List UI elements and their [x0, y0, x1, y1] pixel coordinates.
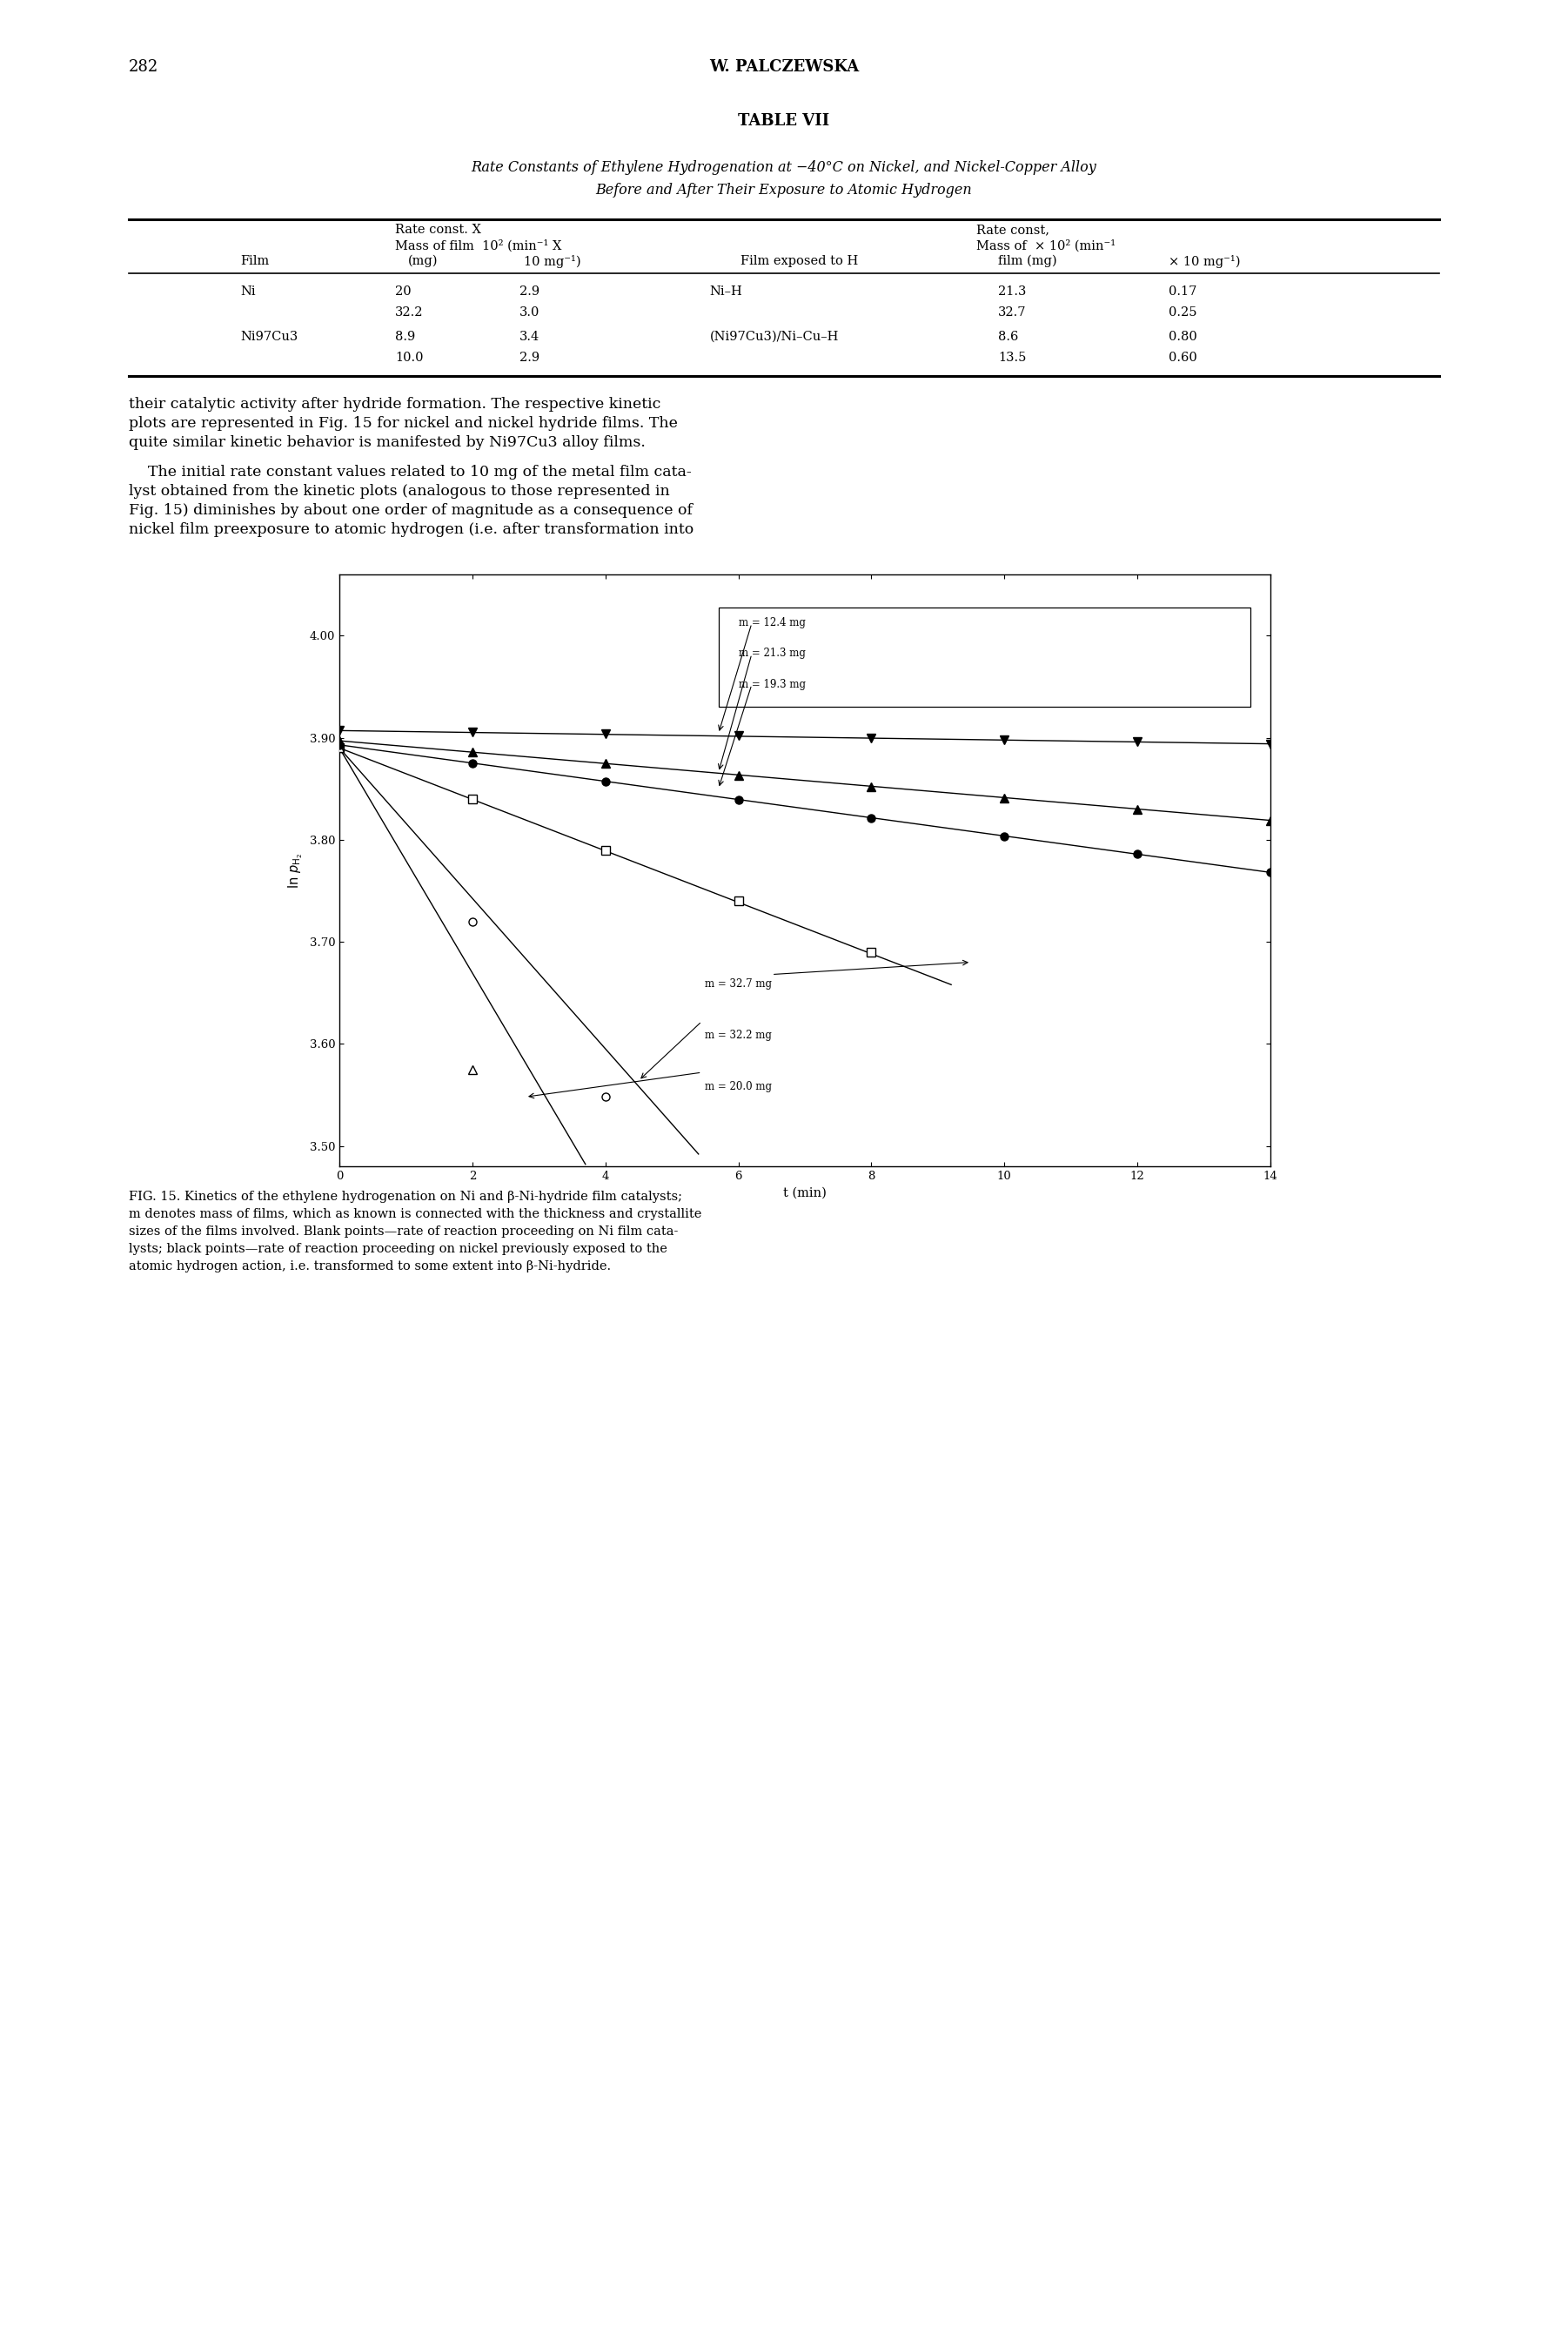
Text: Before and After Their Exposure to Atomic Hydrogen: Before and After Their Exposure to Atomi…	[596, 183, 972, 197]
Y-axis label: $\ln\,p_{\mathrm{H}_2}$: $\ln\,p_{\mathrm{H}_2}$	[287, 853, 304, 888]
Text: film (mg): film (mg)	[997, 256, 1057, 268]
Text: lyst obtained from the kinetic plots (analogous to those represented in: lyst obtained from the kinetic plots (an…	[129, 484, 670, 498]
Text: 0.25: 0.25	[1168, 306, 1196, 320]
Text: 32.2: 32.2	[395, 306, 423, 320]
Text: quite similar kinetic behavior is manifested by Ni97Cu3 alloy films.: quite similar kinetic behavior is manife…	[129, 435, 646, 449]
Text: m = 32.2 mg: m = 32.2 mg	[706, 1029, 771, 1041]
Text: plots are represented in Fig. 15 for nickel and nickel hydride films. The: plots are represented in Fig. 15 for nic…	[129, 416, 677, 430]
X-axis label: t (min): t (min)	[782, 1187, 826, 1198]
Text: m = 32.7 mg: m = 32.7 mg	[706, 978, 771, 989]
Text: Rate const,: Rate const,	[977, 223, 1049, 235]
Text: 3.0: 3.0	[519, 306, 539, 320]
Text: × 10 mg⁻¹): × 10 mg⁻¹)	[1168, 256, 1240, 268]
Text: m = 21.3 mg: m = 21.3 mg	[739, 649, 806, 660]
Text: Ni: Ni	[240, 284, 256, 298]
Text: (Ni97Cu3)/Ni–Cu–H: (Ni97Cu3)/Ni–Cu–H	[710, 331, 839, 343]
Text: 2.9: 2.9	[519, 284, 539, 298]
Text: 10 mg⁻¹): 10 mg⁻¹)	[524, 256, 582, 268]
Text: TABLE VII: TABLE VII	[739, 113, 829, 129]
Text: 0.60: 0.60	[1168, 352, 1196, 364]
Text: Fig. 15) diminishes by about one order of magnitude as a consequence of: Fig. 15) diminishes by about one order o…	[129, 503, 693, 517]
Text: their catalytic activity after hydride formation. The respective kinetic: their catalytic activity after hydride f…	[129, 397, 660, 411]
Text: Film exposed to H: Film exposed to H	[740, 256, 858, 268]
Text: The initial rate constant values related to 10 mg of the metal film cata-: The initial rate constant values related…	[129, 465, 691, 479]
Text: 32.7: 32.7	[997, 306, 1027, 320]
Text: 8.6: 8.6	[997, 331, 1018, 343]
Text: m = 20.0 mg: m = 20.0 mg	[706, 1081, 771, 1093]
Text: 2.9: 2.9	[519, 352, 539, 364]
Text: W. PALCZEWSKA: W. PALCZEWSKA	[709, 59, 859, 75]
Text: sizes of the films involved. Blank points—rate of reaction proceeding on Ni film: sizes of the films involved. Blank point…	[129, 1224, 679, 1238]
Text: lysts; black points—rate of reaction proceeding on nickel previously exposed to : lysts; black points—rate of reaction pro…	[129, 1243, 668, 1255]
Text: Rate Constants of Ethylene Hydrogenation at −40°C on Nickel, and Nickel-Copper A: Rate Constants of Ethylene Hydrogenation…	[472, 160, 1096, 174]
Text: 3.4: 3.4	[519, 331, 539, 343]
Text: 10.0: 10.0	[395, 352, 423, 364]
Text: (mg): (mg)	[408, 256, 439, 268]
Text: Ni97Cu3: Ni97Cu3	[240, 331, 298, 343]
Text: Film: Film	[240, 256, 270, 268]
Text: 21.3: 21.3	[997, 284, 1025, 298]
Text: Mass of  × 10² (min⁻¹: Mass of × 10² (min⁻¹	[977, 240, 1115, 251]
Text: m = 19.3 mg: m = 19.3 mg	[739, 679, 806, 691]
Text: 8.9: 8.9	[395, 331, 416, 343]
Text: 282: 282	[129, 59, 158, 75]
Text: 0.80: 0.80	[1168, 331, 1196, 343]
Text: Rate const. X: Rate const. X	[395, 223, 481, 235]
Text: FIG. 15. Kinetics of the ethylene hydrogenation on Ni and β-Ni-hydride film cata: FIG. 15. Kinetics of the ethylene hydrog…	[129, 1191, 682, 1203]
Text: 13.5: 13.5	[997, 352, 1025, 364]
Text: m = 12.4 mg: m = 12.4 mg	[739, 618, 806, 627]
Text: atomic hydrogen action, i.e. transformed to some extent into β-Ni-hydride.: atomic hydrogen action, i.e. transformed…	[129, 1260, 612, 1271]
Bar	[718, 606, 1250, 707]
Text: 0.17: 0.17	[1168, 284, 1196, 298]
Text: Mass of film  10² (min⁻¹ X: Mass of film 10² (min⁻¹ X	[395, 240, 561, 251]
Text: m denotes mass of films, which as known is connected with the thickness and crys: m denotes mass of films, which as known …	[129, 1208, 701, 1220]
Text: Ni–H: Ni–H	[710, 284, 743, 298]
Text: nickel film preexposure to atomic hydrogen (i.e. after transformation into: nickel film preexposure to atomic hydrog…	[129, 522, 693, 538]
Text: 20: 20	[395, 284, 411, 298]
